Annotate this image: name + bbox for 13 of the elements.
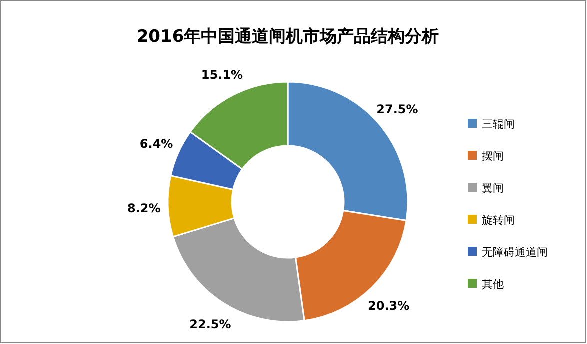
legend-label: 无障碍通道闸 xyxy=(482,246,548,259)
chart-title: 2016年中国通道闸机市场产品结构分析 xyxy=(136,27,440,47)
data-label: 8.2% xyxy=(127,201,161,216)
data-label: 22.5% xyxy=(190,317,232,332)
legend-label: 三辊闸 xyxy=(482,118,515,131)
legend-label: 摆闸 xyxy=(482,150,504,163)
data-label: 6.4% xyxy=(140,137,174,152)
legend-label: 其他 xyxy=(482,278,504,291)
legend-label: 旋转闸 xyxy=(482,214,515,227)
data-label: 20.3% xyxy=(368,298,410,313)
data-label: 27.5% xyxy=(376,102,418,116)
data-label: 15.1% xyxy=(201,68,244,82)
legend-label: 翼闸 xyxy=(482,182,504,195)
